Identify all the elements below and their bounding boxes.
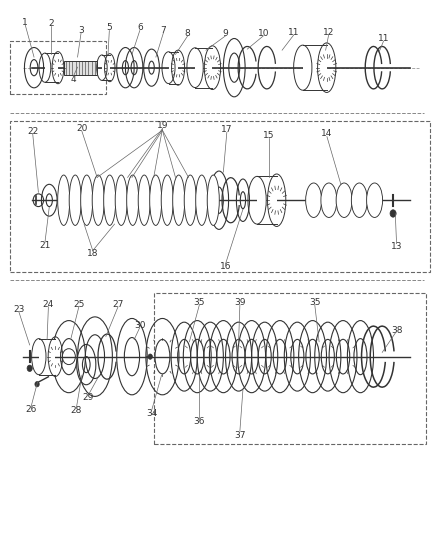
Text: 15: 15 (263, 131, 275, 140)
Text: 8: 8 (185, 29, 191, 38)
Text: 23: 23 (13, 305, 25, 314)
Text: 29: 29 (83, 393, 94, 402)
Text: 12: 12 (323, 28, 334, 37)
Ellipse shape (92, 175, 104, 225)
Text: 19: 19 (157, 122, 168, 131)
Text: 10: 10 (258, 29, 269, 38)
Circle shape (27, 365, 32, 372)
Ellipse shape (127, 175, 139, 225)
Ellipse shape (161, 175, 173, 225)
Circle shape (35, 382, 39, 387)
Text: 38: 38 (391, 326, 403, 335)
Bar (257, 176, 277, 224)
Text: 1: 1 (22, 18, 28, 27)
Text: 35: 35 (309, 298, 321, 307)
Ellipse shape (69, 175, 81, 225)
Text: 3: 3 (78, 26, 84, 35)
Text: 28: 28 (71, 406, 82, 415)
Ellipse shape (184, 175, 196, 225)
Text: 2: 2 (49, 19, 54, 28)
Text: 16: 16 (220, 262, 231, 271)
Circle shape (148, 354, 152, 359)
Text: 4: 4 (71, 75, 76, 84)
Text: 21: 21 (39, 241, 51, 250)
Bar (102, 55, 110, 80)
Ellipse shape (58, 175, 70, 225)
Text: 11: 11 (378, 34, 389, 43)
Text: 20: 20 (76, 124, 88, 133)
Text: 14: 14 (321, 130, 332, 139)
Text: 6: 6 (137, 23, 143, 33)
Text: 18: 18 (87, 249, 99, 258)
Text: 17: 17 (221, 125, 233, 134)
Text: 13: 13 (391, 242, 403, 251)
Ellipse shape (150, 175, 162, 225)
Bar (64, 61, 97, 75)
Ellipse shape (351, 183, 367, 217)
Ellipse shape (104, 175, 116, 225)
Circle shape (390, 210, 396, 217)
Ellipse shape (138, 175, 150, 225)
Bar (195, 48, 212, 87)
Text: 11: 11 (288, 28, 300, 37)
Text: 26: 26 (25, 405, 37, 414)
Ellipse shape (196, 175, 208, 225)
Bar (303, 45, 327, 90)
Text: 25: 25 (73, 300, 85, 309)
Text: 36: 36 (194, 417, 205, 426)
Ellipse shape (81, 175, 93, 225)
Text: 24: 24 (43, 300, 54, 309)
Ellipse shape (367, 183, 382, 217)
Text: 30: 30 (134, 321, 145, 330)
Bar (39, 338, 55, 375)
Ellipse shape (336, 183, 352, 217)
Text: 37: 37 (234, 431, 246, 440)
Ellipse shape (173, 175, 185, 225)
Text: 22: 22 (27, 127, 39, 136)
Text: 7: 7 (160, 26, 166, 35)
Text: 5: 5 (106, 23, 112, 33)
Text: 9: 9 (223, 29, 228, 38)
Text: 39: 39 (234, 298, 246, 307)
Bar (45, 53, 58, 82)
Bar (169, 52, 178, 84)
Ellipse shape (321, 183, 337, 217)
Text: 35: 35 (194, 298, 205, 307)
Text: 27: 27 (112, 300, 124, 309)
Text: 34: 34 (146, 409, 157, 418)
Ellipse shape (115, 175, 127, 225)
Ellipse shape (306, 183, 321, 217)
Ellipse shape (207, 175, 219, 225)
